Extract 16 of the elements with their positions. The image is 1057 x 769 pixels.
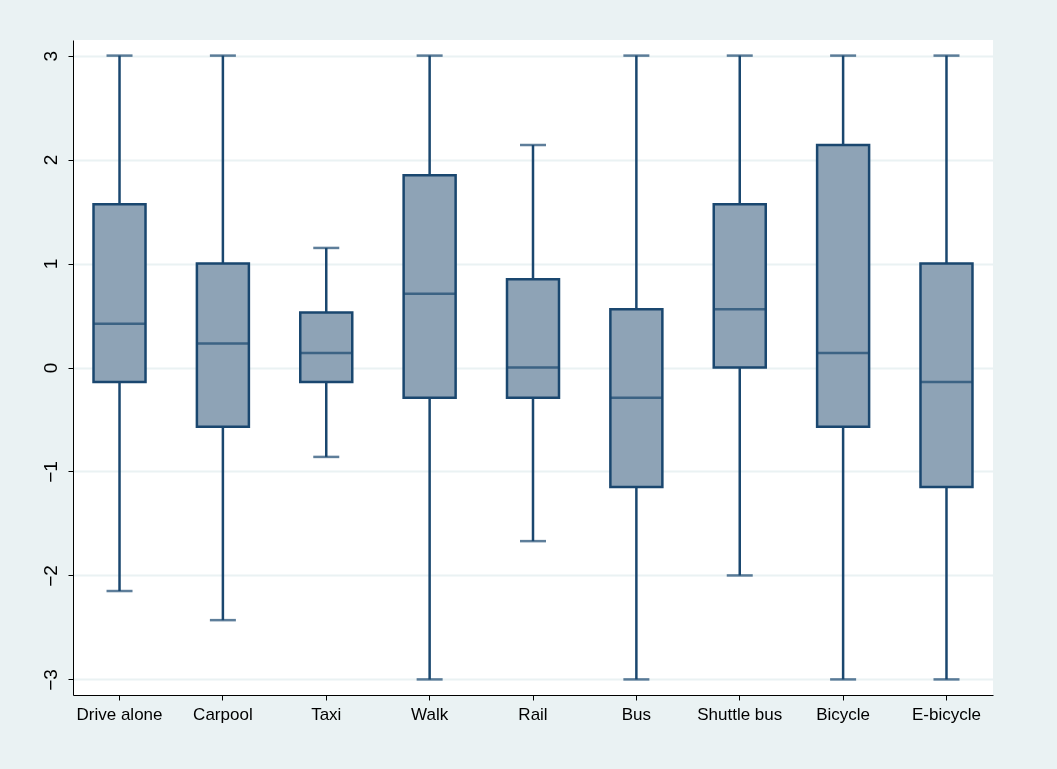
y-tick-label: 3 bbox=[39, 50, 61, 62]
y-tick-label: 0 bbox=[39, 362, 61, 374]
x-tick-label: Walk bbox=[411, 704, 449, 724]
y-tick-label: −1 bbox=[39, 461, 61, 483]
x-tick-label: Taxi bbox=[311, 704, 342, 724]
x-tick-label: Carpool bbox=[193, 704, 253, 724]
x-tick-label: Bicycle bbox=[816, 704, 871, 724]
x-tick-label: Shuttle bus bbox=[697, 704, 783, 724]
y-tick-label: −2 bbox=[39, 565, 61, 587]
y-tick-label: 1 bbox=[39, 258, 61, 270]
y-tick-label: 2 bbox=[39, 154, 61, 166]
x-tick-label: Bus bbox=[621, 704, 652, 724]
y-tick-label: −3 bbox=[39, 669, 61, 691]
x-tick-label: Rail bbox=[518, 704, 548, 724]
x-tick-label: Drive alone bbox=[76, 704, 163, 724]
x-tick-label: E-bicycle bbox=[912, 704, 981, 724]
